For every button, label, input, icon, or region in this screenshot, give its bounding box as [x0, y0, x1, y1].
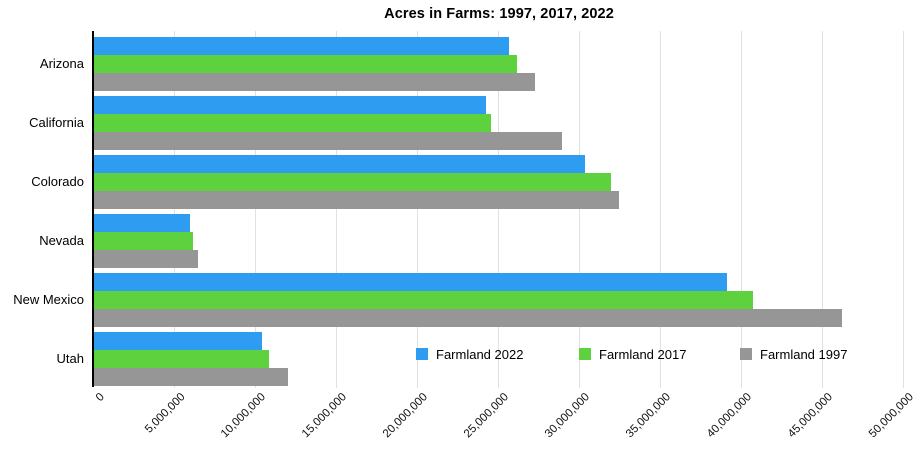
legend-label: Farmland 2017: [599, 347, 687, 362]
bar-california-farmland-2022: [94, 96, 486, 114]
bar-new-mexico-farmland-2017: [94, 291, 753, 309]
x-tick-label: 0: [93, 391, 107, 405]
category-label-california: California: [29, 115, 84, 130]
bar-utah-farmland-1997: [94, 368, 288, 386]
category-label-utah: Utah: [56, 351, 84, 366]
category-label-colorado: Colorado: [31, 174, 84, 189]
x-tick-label: 25,000,000: [462, 391, 512, 441]
gridline: [660, 31, 661, 388]
bar-arizona-farmland-2017: [94, 55, 517, 73]
category-label-new-mexico: New Mexico: [13, 292, 84, 307]
gridline: [255, 31, 256, 388]
legend-swatch-farmland-2017: [579, 348, 591, 360]
plot-area: [92, 31, 904, 388]
legend-label: Farmland 2022: [436, 347, 524, 362]
bar-nevada-farmland-2022: [94, 214, 190, 232]
x-tick-label: 50,000,000: [867, 391, 917, 441]
gridline: [822, 31, 823, 388]
category-label-arizona: Arizona: [39, 56, 84, 71]
y-axis-line: [92, 31, 94, 387]
x-tick-label: 5,000,000: [142, 391, 188, 436]
bar-nevada-farmland-2017: [94, 232, 193, 250]
bar-arizona-farmland-2022: [94, 37, 509, 55]
category-label-nevada: Nevada: [39, 233, 84, 248]
bar-utah-farmland-2022: [94, 332, 262, 350]
gridline: [741, 31, 742, 388]
bar-new-mexico-farmland-2022: [94, 273, 727, 291]
gridline: [903, 31, 904, 388]
x-tick-label: 30,000,000: [543, 391, 593, 441]
gridline: [498, 31, 499, 388]
bar-arizona-farmland-1997: [94, 73, 535, 91]
x-tick-label: 10,000,000: [219, 391, 269, 441]
gridline: [174, 31, 175, 388]
gridline: [417, 31, 418, 388]
gridline: [579, 31, 580, 388]
legend-swatch-farmland-2022: [416, 348, 428, 360]
bar-nevada-farmland-1997: [94, 250, 198, 268]
chart-title: Acres in Farms: 1997, 2017, 2022: [384, 6, 614, 22]
x-tick-label: 20,000,000: [381, 391, 431, 441]
x-tick-label: 40,000,000: [705, 391, 755, 441]
bar-utah-farmland-2017: [94, 350, 269, 368]
bar-new-mexico-farmland-1997: [94, 309, 842, 327]
x-tick-label: 35,000,000: [624, 391, 674, 441]
bar-colorado-farmland-2017: [94, 173, 611, 191]
x-tick-label: 15,000,000: [300, 391, 350, 441]
x-tick-label: 45,000,000: [786, 391, 836, 441]
bar-california-farmland-1997: [94, 132, 562, 150]
bar-colorado-farmland-2022: [94, 155, 585, 173]
gridline: [336, 31, 337, 388]
legend-swatch-farmland-1997: [740, 348, 752, 360]
bar-california-farmland-2017: [94, 114, 491, 132]
legend-label: Farmland 1997: [760, 347, 848, 362]
bar-colorado-farmland-1997: [94, 191, 619, 209]
